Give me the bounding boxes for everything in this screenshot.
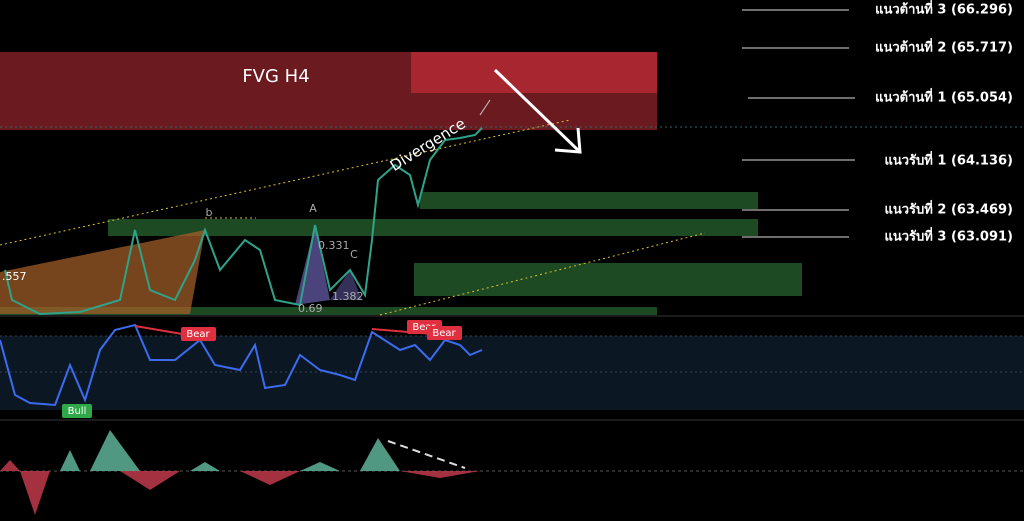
bear-tag-label: Bear: [186, 329, 210, 340]
trend-line: [379, 232, 706, 316]
divergence-line: [479, 99, 491, 116]
fvg-inner-zone: [411, 52, 657, 93]
bear-tag: [181, 327, 216, 341]
bear-tag: [427, 326, 462, 340]
trend-line: [0, 119, 571, 246]
divergence-line: [387, 440, 466, 469]
support-zone: [414, 263, 802, 296]
price-label: .557: [2, 270, 27, 283]
level-label: แนวต้านที่ 3 (66.296): [875, 0, 1013, 18]
support-zone: [420, 192, 758, 209]
ratio-label: 0.69: [298, 302, 323, 315]
level-label: แนวรับที่ 2 (63.469): [884, 200, 1013, 218]
bear-tag-label: Bear: [432, 328, 456, 339]
rsi-path: [0, 323, 483, 407]
ratio-label: 1.382: [332, 290, 364, 303]
rsi-band: [0, 336, 1024, 410]
level-label: แนวรับที่ 3 (63.091): [884, 227, 1013, 245]
histogram-negative: [0, 460, 480, 515]
arrow: [493, 68, 582, 154]
price-path: [4, 127, 483, 316]
zone-label: FVG H4: [242, 66, 309, 87]
bull-tag: [62, 404, 92, 418]
level-label: แนวรับที่ 1 (64.136): [884, 151, 1013, 169]
arrow-head: [554, 127, 582, 154]
support-zone: [0, 307, 657, 315]
level-label: แนวต้านที่ 1 (65.054): [875, 88, 1013, 106]
level-label: แนวต้านที่ 2 (65.717): [875, 38, 1013, 56]
point-label: b: [206, 206, 213, 219]
support-zone: [108, 219, 758, 236]
bear-tag-label: Bear: [412, 322, 436, 333]
harmonic-pattern: [330, 270, 362, 300]
bull-tag-label: Bull: [68, 406, 87, 417]
histogram-positive: [60, 430, 400, 471]
ratio-label: 0.331: [318, 239, 350, 252]
harmonic-pattern: [0, 230, 205, 314]
point-label: C: [350, 248, 358, 261]
point-label: A: [309, 202, 317, 215]
